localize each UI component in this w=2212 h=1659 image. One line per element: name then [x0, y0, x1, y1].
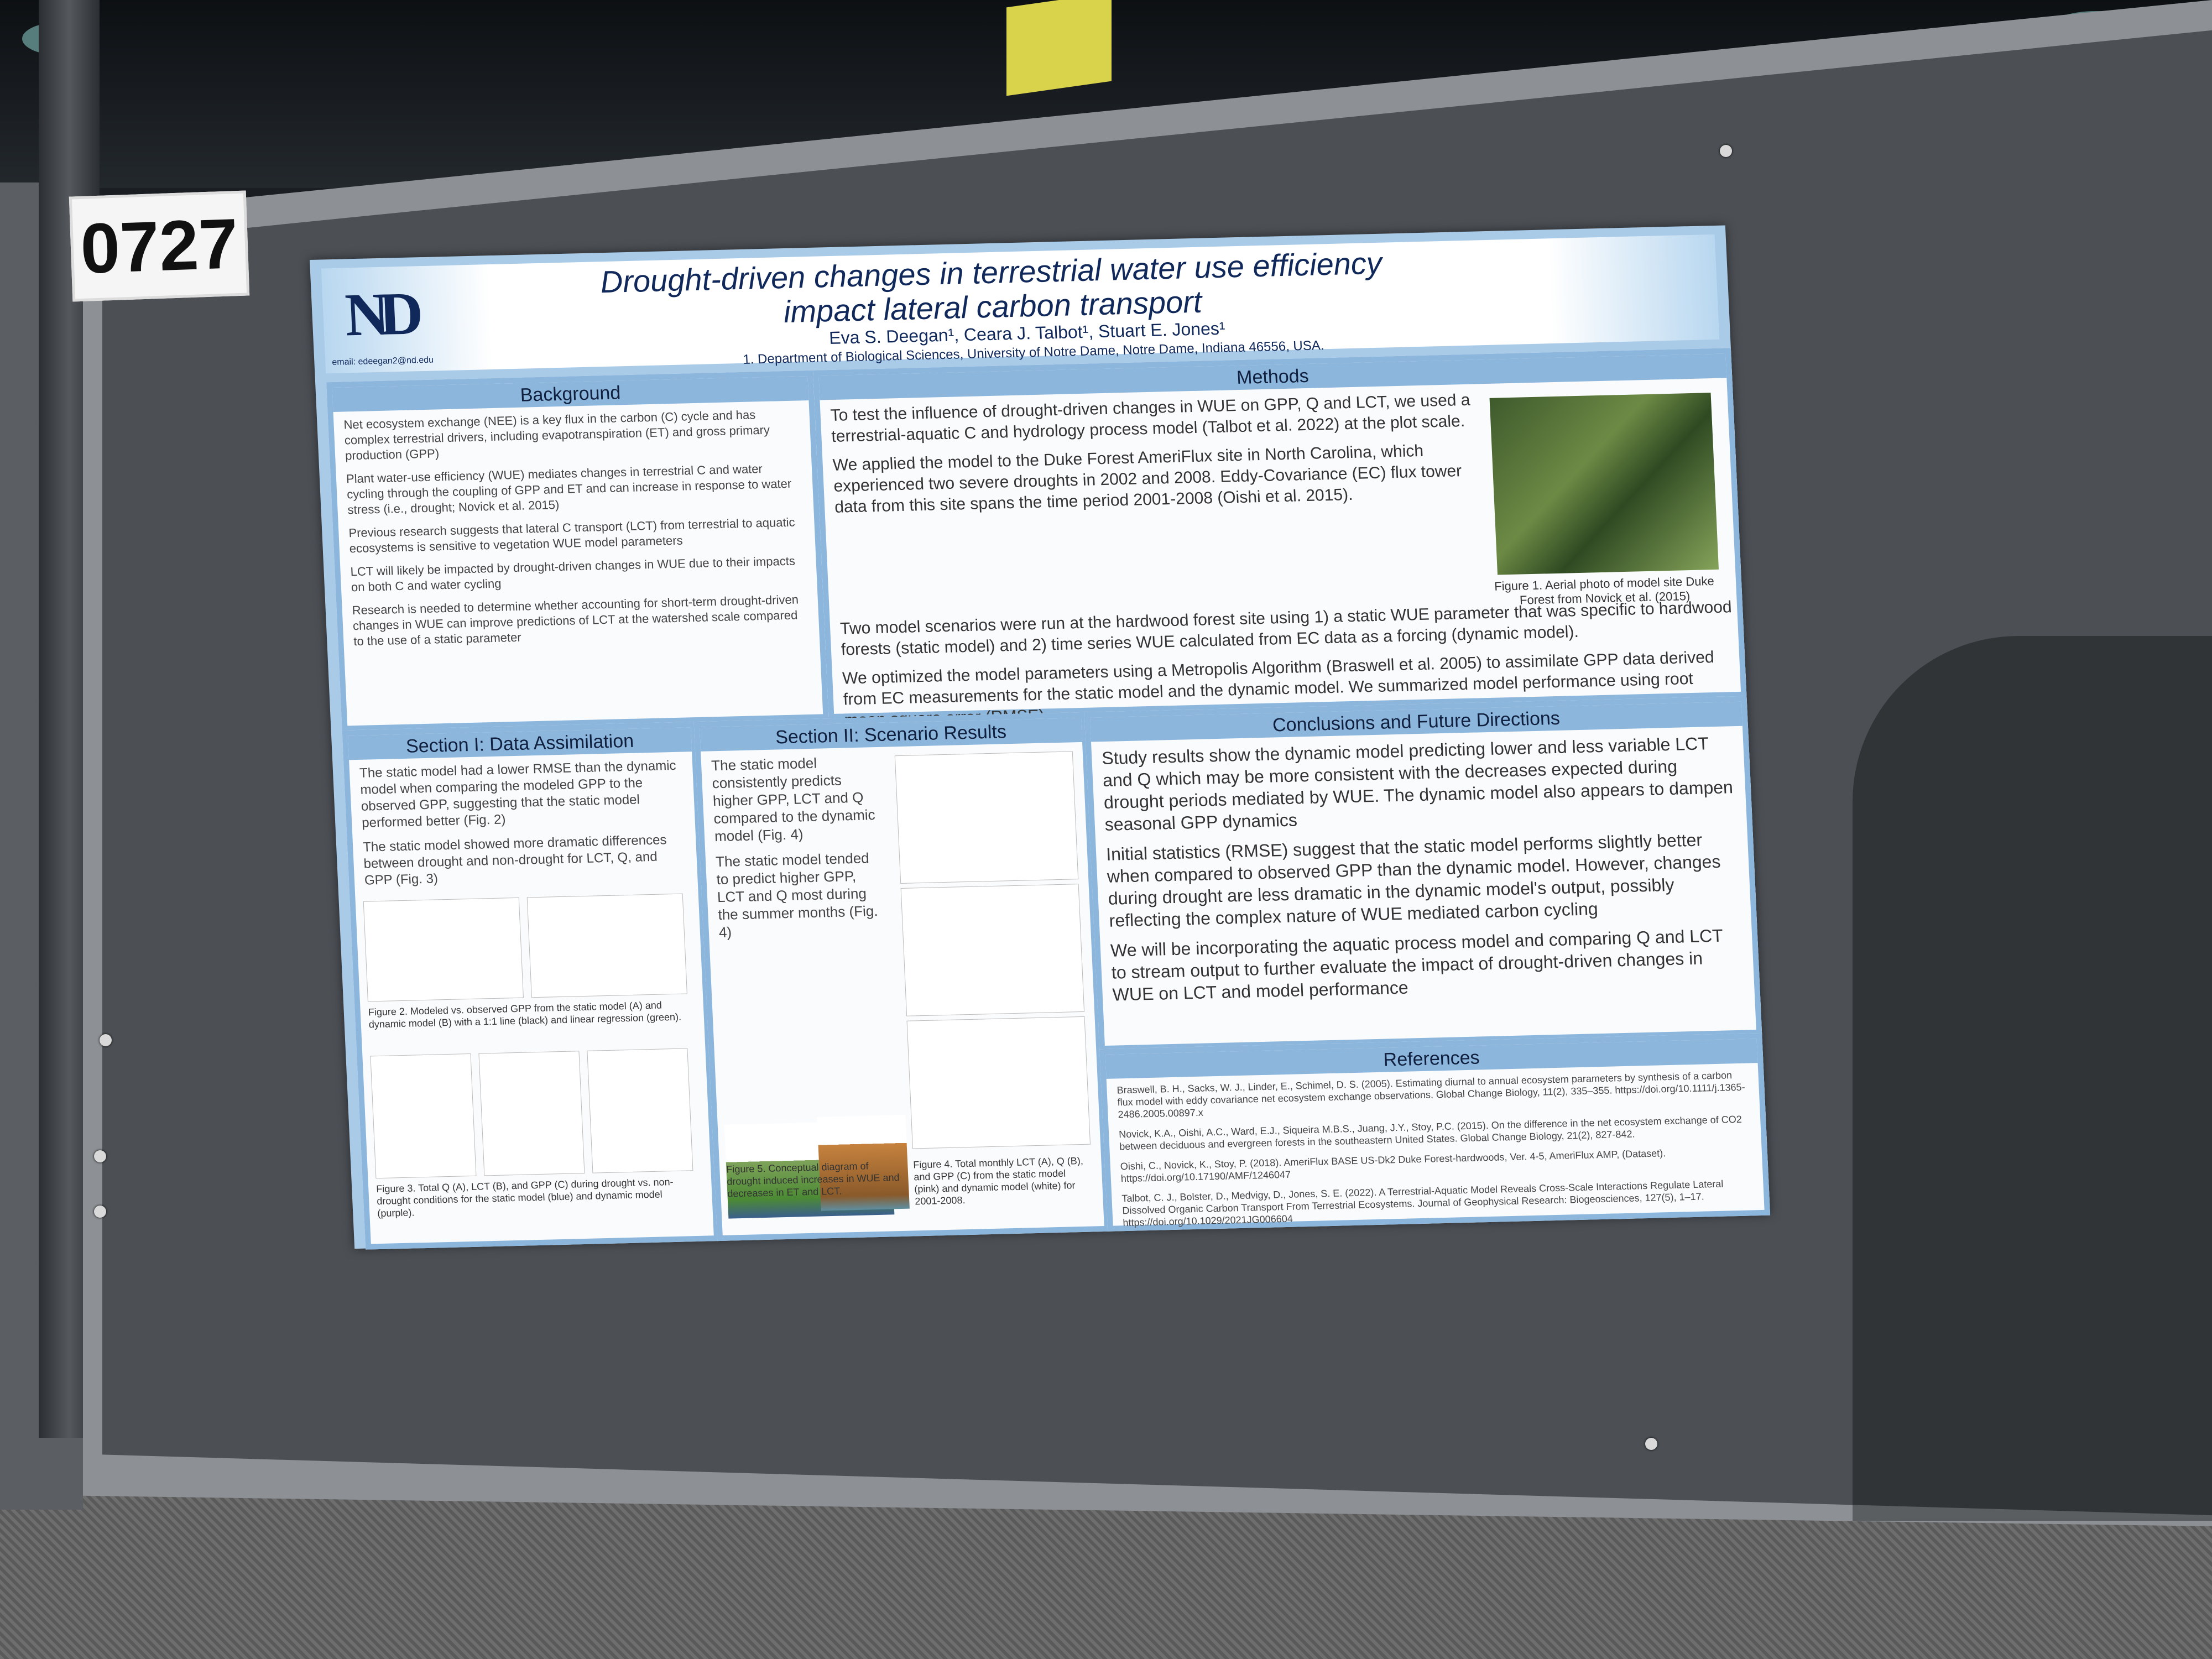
boxplot-lct [894, 751, 1079, 884]
reference: Braswell, B. H., Sacks, W. J., Linder, E… [1117, 1070, 1746, 1120]
bullet: Previous research suggests that lateral … [348, 515, 795, 556]
bullet: We applied the model to the Duke Forest … [832, 441, 1462, 517]
methods-section: Methods To test the influence of drought… [812, 348, 1747, 729]
bullet: The static model consistently predicts h… [711, 754, 876, 845]
references-section: References Braswell, B. H., Sacks, W. J.… [1099, 1032, 1771, 1232]
push-pin [1645, 1438, 1657, 1450]
figure-caption: Figure 3. Total Q (A), LCT (B), and GPP … [375, 1176, 674, 1219]
bullet: Study results show the dynamic model pre… [1101, 733, 1734, 834]
notre-dame-logo: ND [343, 279, 415, 348]
boxplot-gpp [906, 1016, 1091, 1149]
bullet: Plant water-use efficiency (WUE) mediate… [346, 462, 792, 517]
figure-caption: Figure 2. Modeled vs. observed GPP from … [368, 999, 682, 1030]
hanging-sign [1006, 0, 1112, 96]
bullet: We will be incorporating the aquatic pro… [1110, 925, 1723, 1005]
push-pin [1720, 145, 1732, 157]
section-heading: Section II: Scenario Results [700, 717, 1082, 752]
bullet: The static model tended to predict highe… [715, 849, 879, 941]
background-section: Background Net ecosystem exchange (NEE) … [326, 370, 829, 732]
bar-plot-c [587, 1048, 693, 1173]
scatter-plot-a [363, 897, 524, 1002]
figure-caption: Figure 4. Total monthly LCT (A), Q (B), … [912, 1155, 1084, 1207]
bullet: Initial statistics (RMSE) suggest that t… [1105, 830, 1721, 931]
reference: Novick, K.A., Oishi, A.C., Ward, E.J., S… [1118, 1113, 1743, 1152]
data-assimilation-section: Section I: Data Assimilation The static … [342, 721, 720, 1250]
research-poster: ND email: edeegan2@nd.edu Drought-driven… [310, 225, 1771, 1250]
aerial-photo [1489, 393, 1719, 575]
bullet: Net ecosystem exchange (NEE) is a key fl… [343, 408, 770, 463]
booth-number-sign: 0727 [69, 190, 250, 302]
push-pin [100, 1034, 112, 1046]
contact-email: email: edeegan2@nd.edu [332, 355, 434, 368]
figure-caption: Figure 5. Conceptual diagram of drought … [726, 1160, 900, 1199]
bar-plot-b [478, 1051, 585, 1176]
push-pin [94, 1206, 106, 1218]
conclusions-section: Conclusions and Future Directions Study … [1084, 696, 1762, 1052]
viewer-shadow [1853, 636, 2212, 1521]
poster-header: ND email: edeegan2@nd.edu Drought-driven… [321, 234, 1720, 374]
bullet: LCT will likely be impacted by drought-d… [350, 554, 796, 594]
push-pin [94, 1150, 106, 1162]
boxplot-q [900, 884, 1085, 1016]
bullet: The static model had a lower RMSE than t… [359, 758, 677, 831]
reference: Talbot, C. J., Bolster, D., Medvigy, D.,… [1121, 1178, 1724, 1229]
figure-caption: Figure 1. Aerial photo of model site Duk… [1494, 573, 1715, 607]
bar-plot-a [370, 1053, 477, 1179]
bullet: To test the influence of drought-driven … [830, 390, 1471, 446]
bullet: The static model showed more dramatic di… [362, 832, 667, 888]
scatter-plot-b [526, 893, 687, 998]
reference: Oishi, C., Novick, K., Stoy, P. (2018). … [1120, 1147, 1666, 1185]
bullet: Research is needed to determine whether … [352, 592, 799, 649]
scenario-results-section: Section II: Scenario Results The static … [693, 712, 1110, 1241]
